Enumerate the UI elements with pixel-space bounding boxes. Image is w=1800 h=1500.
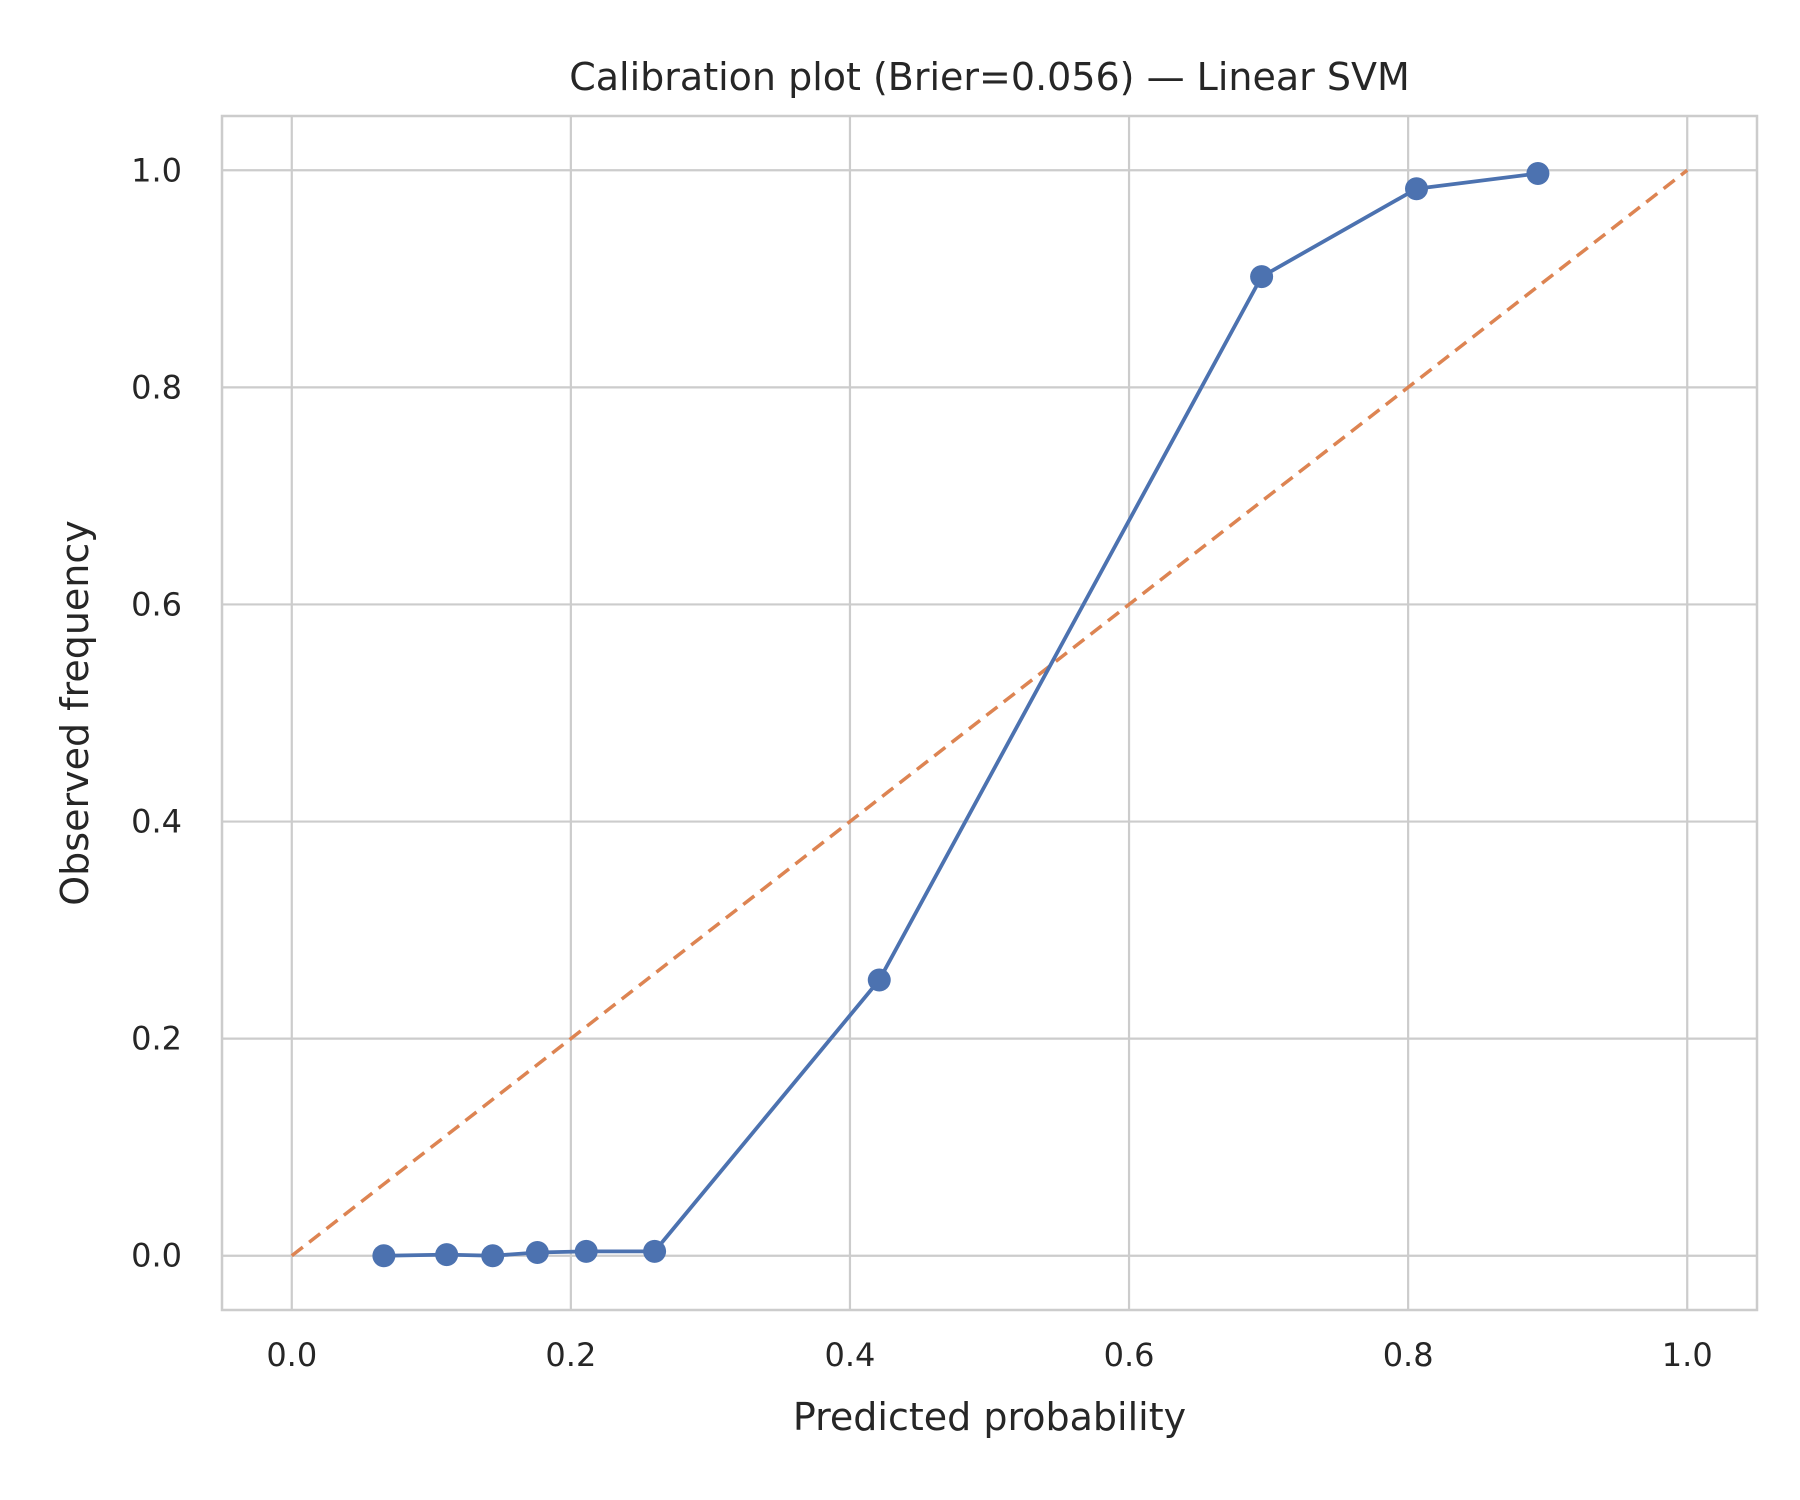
calibration-point [372, 1244, 396, 1268]
x-axis-label: Predicted probability [793, 1395, 1186, 1439]
plot-frame [220, 114, 1759, 1312]
calibration-point [1405, 177, 1429, 201]
y-tick-label: 0.0 [131, 1237, 182, 1275]
y-tick-label: 0.4 [131, 803, 182, 841]
x-tick-label: 1.0 [1662, 1336, 1713, 1374]
y-tick-label: 1.0 [131, 151, 182, 189]
x-tick-label: 0.6 [1104, 1336, 1155, 1374]
calibration-point [867, 968, 891, 992]
calibration-point [525, 1240, 549, 1264]
calibration-curve-line [381, 171, 1540, 1258]
calibration-point [1526, 162, 1550, 186]
perfect-calibration-line [290, 168, 1689, 1258]
tick-labels: 0.0 0.2 0.4 0.6 0.8 1.0 0.0 0.2 0.4 0.6 0.8 1.0 [131, 151, 1713, 1374]
calibration-point [1250, 265, 1274, 289]
calibration-point [574, 1239, 598, 1263]
y-tick-label: 0.8 [131, 368, 182, 406]
y-tick-label: 0.6 [131, 585, 182, 623]
x-tick-label: 0.8 [1383, 1336, 1434, 1374]
calibration-point [643, 1239, 667, 1263]
x-tick-label: 0.4 [825, 1336, 876, 1374]
x-tick-label: 0.0 [266, 1336, 317, 1374]
y-tick-label: 0.2 [131, 1020, 182, 1058]
chart-title: Calibration plot (Brier=0.056) — Linear … [569, 55, 1410, 99]
y-axis-label: Observed frequency [53, 520, 97, 906]
series-layer [290, 162, 1689, 1268]
calibration-point [481, 1244, 505, 1268]
calibration-point [435, 1243, 459, 1267]
x-tick-label: 0.2 [545, 1336, 596, 1374]
